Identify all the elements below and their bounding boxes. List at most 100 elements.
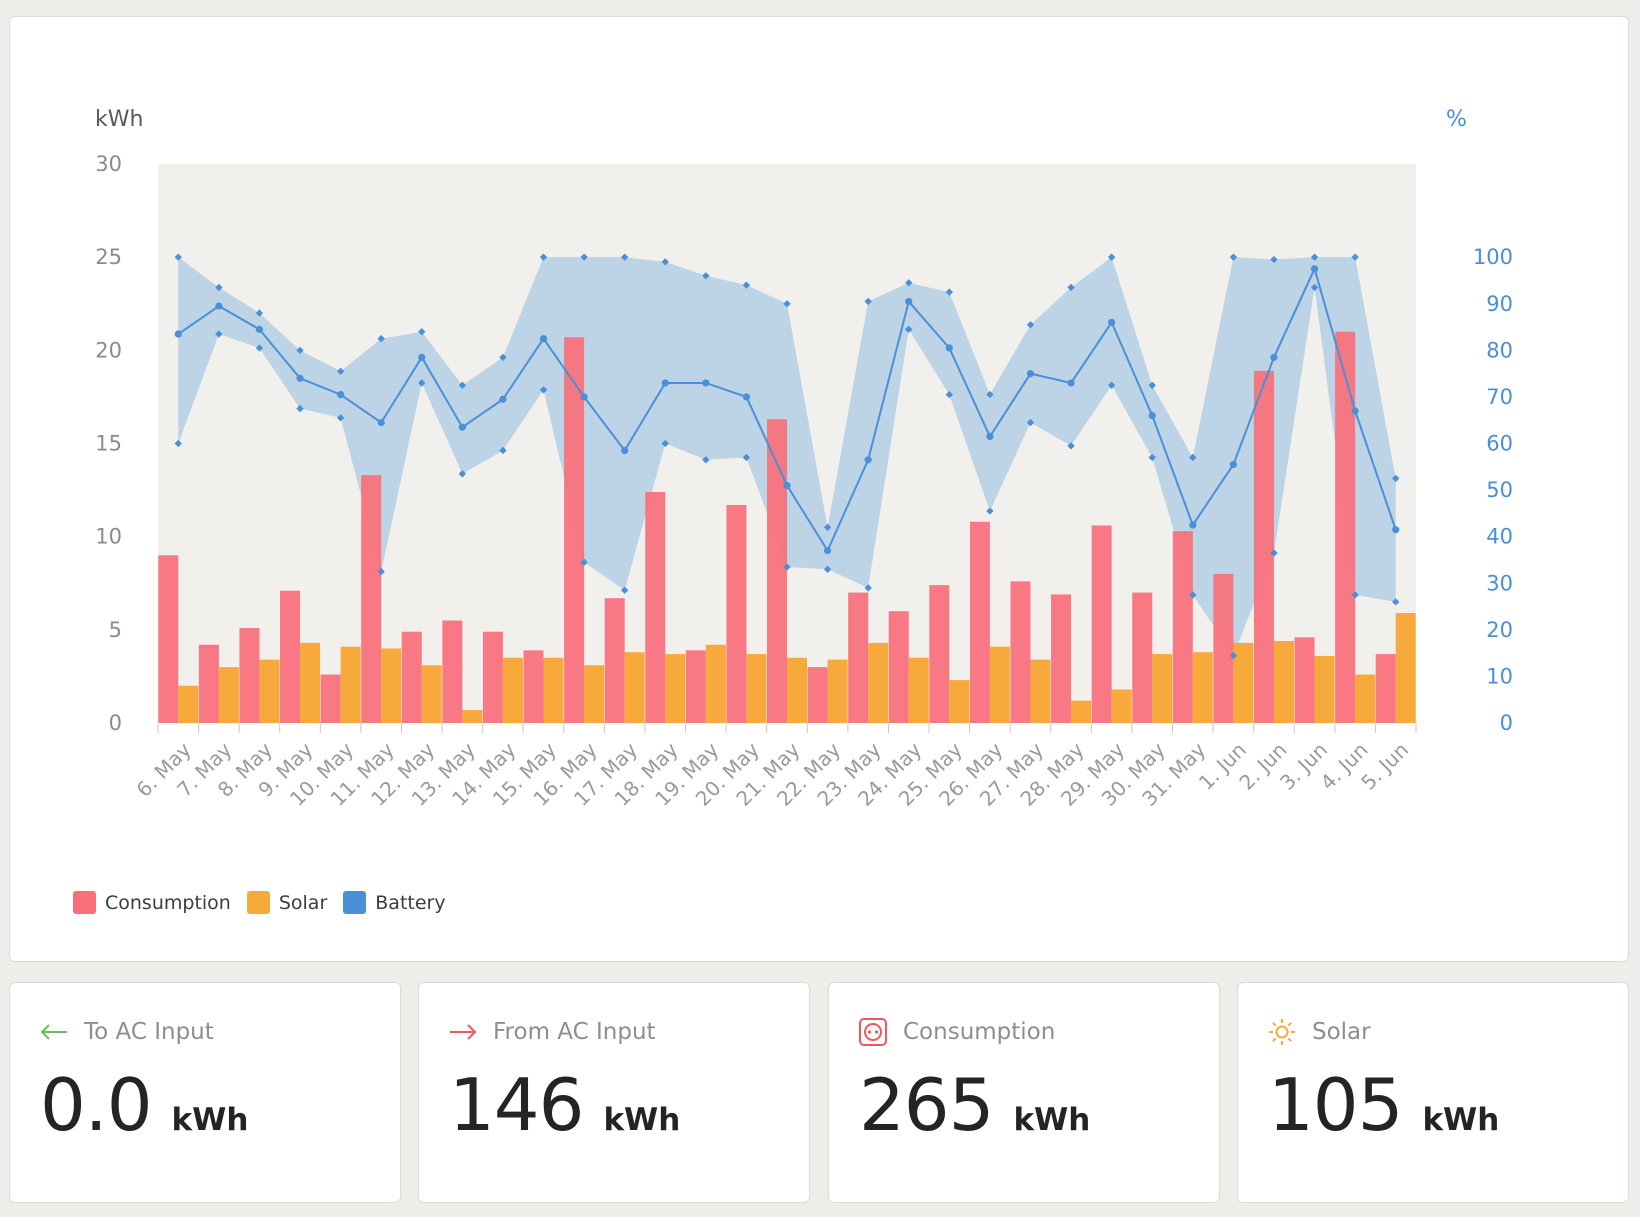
legend-item-consumption[interactable]: Consumption xyxy=(73,891,231,914)
y-right-tick-label: 70 xyxy=(1486,385,1513,409)
stat-label: Consumption xyxy=(903,1019,1056,1045)
consumption-bar xyxy=(482,631,503,723)
arrow-right-icon xyxy=(447,1016,479,1048)
battery-point xyxy=(499,395,507,403)
battery-point xyxy=(1148,411,1156,420)
stat-label: From AC Input xyxy=(493,1019,656,1045)
solar-bar xyxy=(1395,613,1416,723)
legend-swatch-battery xyxy=(343,891,367,914)
consumption-bar xyxy=(320,674,341,723)
x-tick-label: 5. Jun xyxy=(1356,738,1413,795)
consumption-bar xyxy=(1253,370,1274,723)
solar-bar xyxy=(340,646,361,723)
solar-bar xyxy=(868,642,889,723)
consumption-bar xyxy=(726,504,747,723)
battery-point xyxy=(580,393,588,401)
solar-bar xyxy=(1030,659,1051,723)
stat-value: 146 xyxy=(449,1063,584,1147)
stat-value: 265 xyxy=(859,1063,994,1147)
y-left-tick-label: 20 xyxy=(95,338,122,362)
battery-min-point xyxy=(296,404,304,413)
stat-unit: kWh xyxy=(171,1102,249,1138)
battery-min-point xyxy=(174,439,182,448)
battery-min-point xyxy=(702,456,710,464)
solar-bar xyxy=(543,657,564,723)
solar-bar xyxy=(1192,652,1213,723)
consumption-bar xyxy=(1010,581,1031,723)
battery-point xyxy=(1310,265,1319,273)
battery-min-point xyxy=(783,563,791,571)
chart-legend: Consumption Solar Battery xyxy=(73,891,446,914)
battery-max-point xyxy=(945,288,953,296)
battery-point xyxy=(255,325,264,333)
legend-item-solar[interactable]: Solar xyxy=(246,891,327,914)
y-right-tick-label: 80 xyxy=(1486,338,1513,362)
battery-point xyxy=(621,446,629,455)
solar-bar xyxy=(787,657,807,723)
battery-point xyxy=(174,330,182,338)
battery-min-point xyxy=(945,390,953,399)
battery-point xyxy=(783,481,791,490)
consumption-bar xyxy=(645,491,666,723)
legend-item-battery[interactable]: Battery xyxy=(343,891,446,914)
battery-line-group xyxy=(174,253,1400,660)
battery-min-point xyxy=(1189,591,1197,599)
battery-point xyxy=(661,379,669,387)
stat-value: 105 xyxy=(1268,1063,1403,1147)
y-right-tick-label: 90 xyxy=(1486,292,1513,316)
consumption-bar xyxy=(1375,654,1396,723)
solar-bar xyxy=(381,648,402,723)
consumption-bar xyxy=(280,590,301,723)
battery-point xyxy=(1392,526,1400,534)
arrow-left-icon xyxy=(38,1016,70,1048)
consumption-bar xyxy=(1213,573,1234,723)
battery-point xyxy=(864,456,872,464)
solar-bar xyxy=(989,646,1010,723)
consumption-bar xyxy=(969,521,990,723)
stat-card-solar: Solar 105 kWh xyxy=(1237,982,1629,1203)
battery-max-point xyxy=(986,390,994,399)
y-right-tick-label: 50 xyxy=(1486,478,1513,502)
y-left-tick-label: 25 xyxy=(95,245,122,269)
battery-point xyxy=(945,344,953,352)
battery-point xyxy=(1067,379,1075,387)
y-right-tick-label: 100 xyxy=(1473,245,1513,269)
legend-swatch-solar xyxy=(246,891,270,914)
battery-range-band xyxy=(178,257,1396,656)
solar-bar xyxy=(421,665,442,723)
battery-max-point xyxy=(1067,283,1075,292)
solar-bar xyxy=(624,652,645,723)
consumption-bar xyxy=(1172,531,1193,723)
battery-max-point xyxy=(377,335,385,343)
consumption-bar xyxy=(767,419,787,723)
consumption-bar xyxy=(807,667,828,723)
consumption-bar xyxy=(158,555,179,723)
y-left-tick-label: 10 xyxy=(95,525,122,549)
battery-min-point xyxy=(1067,442,1075,450)
stat-unit: kWh xyxy=(1013,1102,1091,1138)
battery-point xyxy=(823,547,832,555)
battery-point xyxy=(742,393,751,401)
consumption-bar xyxy=(198,644,219,723)
solar-bar xyxy=(462,709,483,723)
solar-bar xyxy=(218,667,239,723)
battery-max-point xyxy=(539,253,548,261)
y-left-tick-label: 15 xyxy=(95,432,122,456)
chart-card: 0 5 10 15 20 25 30 0 10 20 30 40 50 60 70 80 90 100 6. May… xyxy=(9,16,1629,962)
solar-bar xyxy=(584,665,605,723)
stat-card-to-ac-input: To AC Input 0.0 kWh xyxy=(9,982,401,1203)
battery-min-point xyxy=(661,439,669,448)
consumption-bar xyxy=(239,627,260,723)
battery-min-point xyxy=(986,507,994,515)
battery-point xyxy=(458,423,466,431)
battery-min-point xyxy=(1270,549,1278,557)
battery-point xyxy=(702,379,710,387)
y-right-tick-label: 60 xyxy=(1486,432,1513,456)
consumption-bar xyxy=(685,650,706,723)
solar-bar xyxy=(1355,674,1376,723)
battery-point xyxy=(1270,353,1278,361)
solar-bar xyxy=(1111,689,1132,723)
consumption-bar xyxy=(848,592,869,723)
